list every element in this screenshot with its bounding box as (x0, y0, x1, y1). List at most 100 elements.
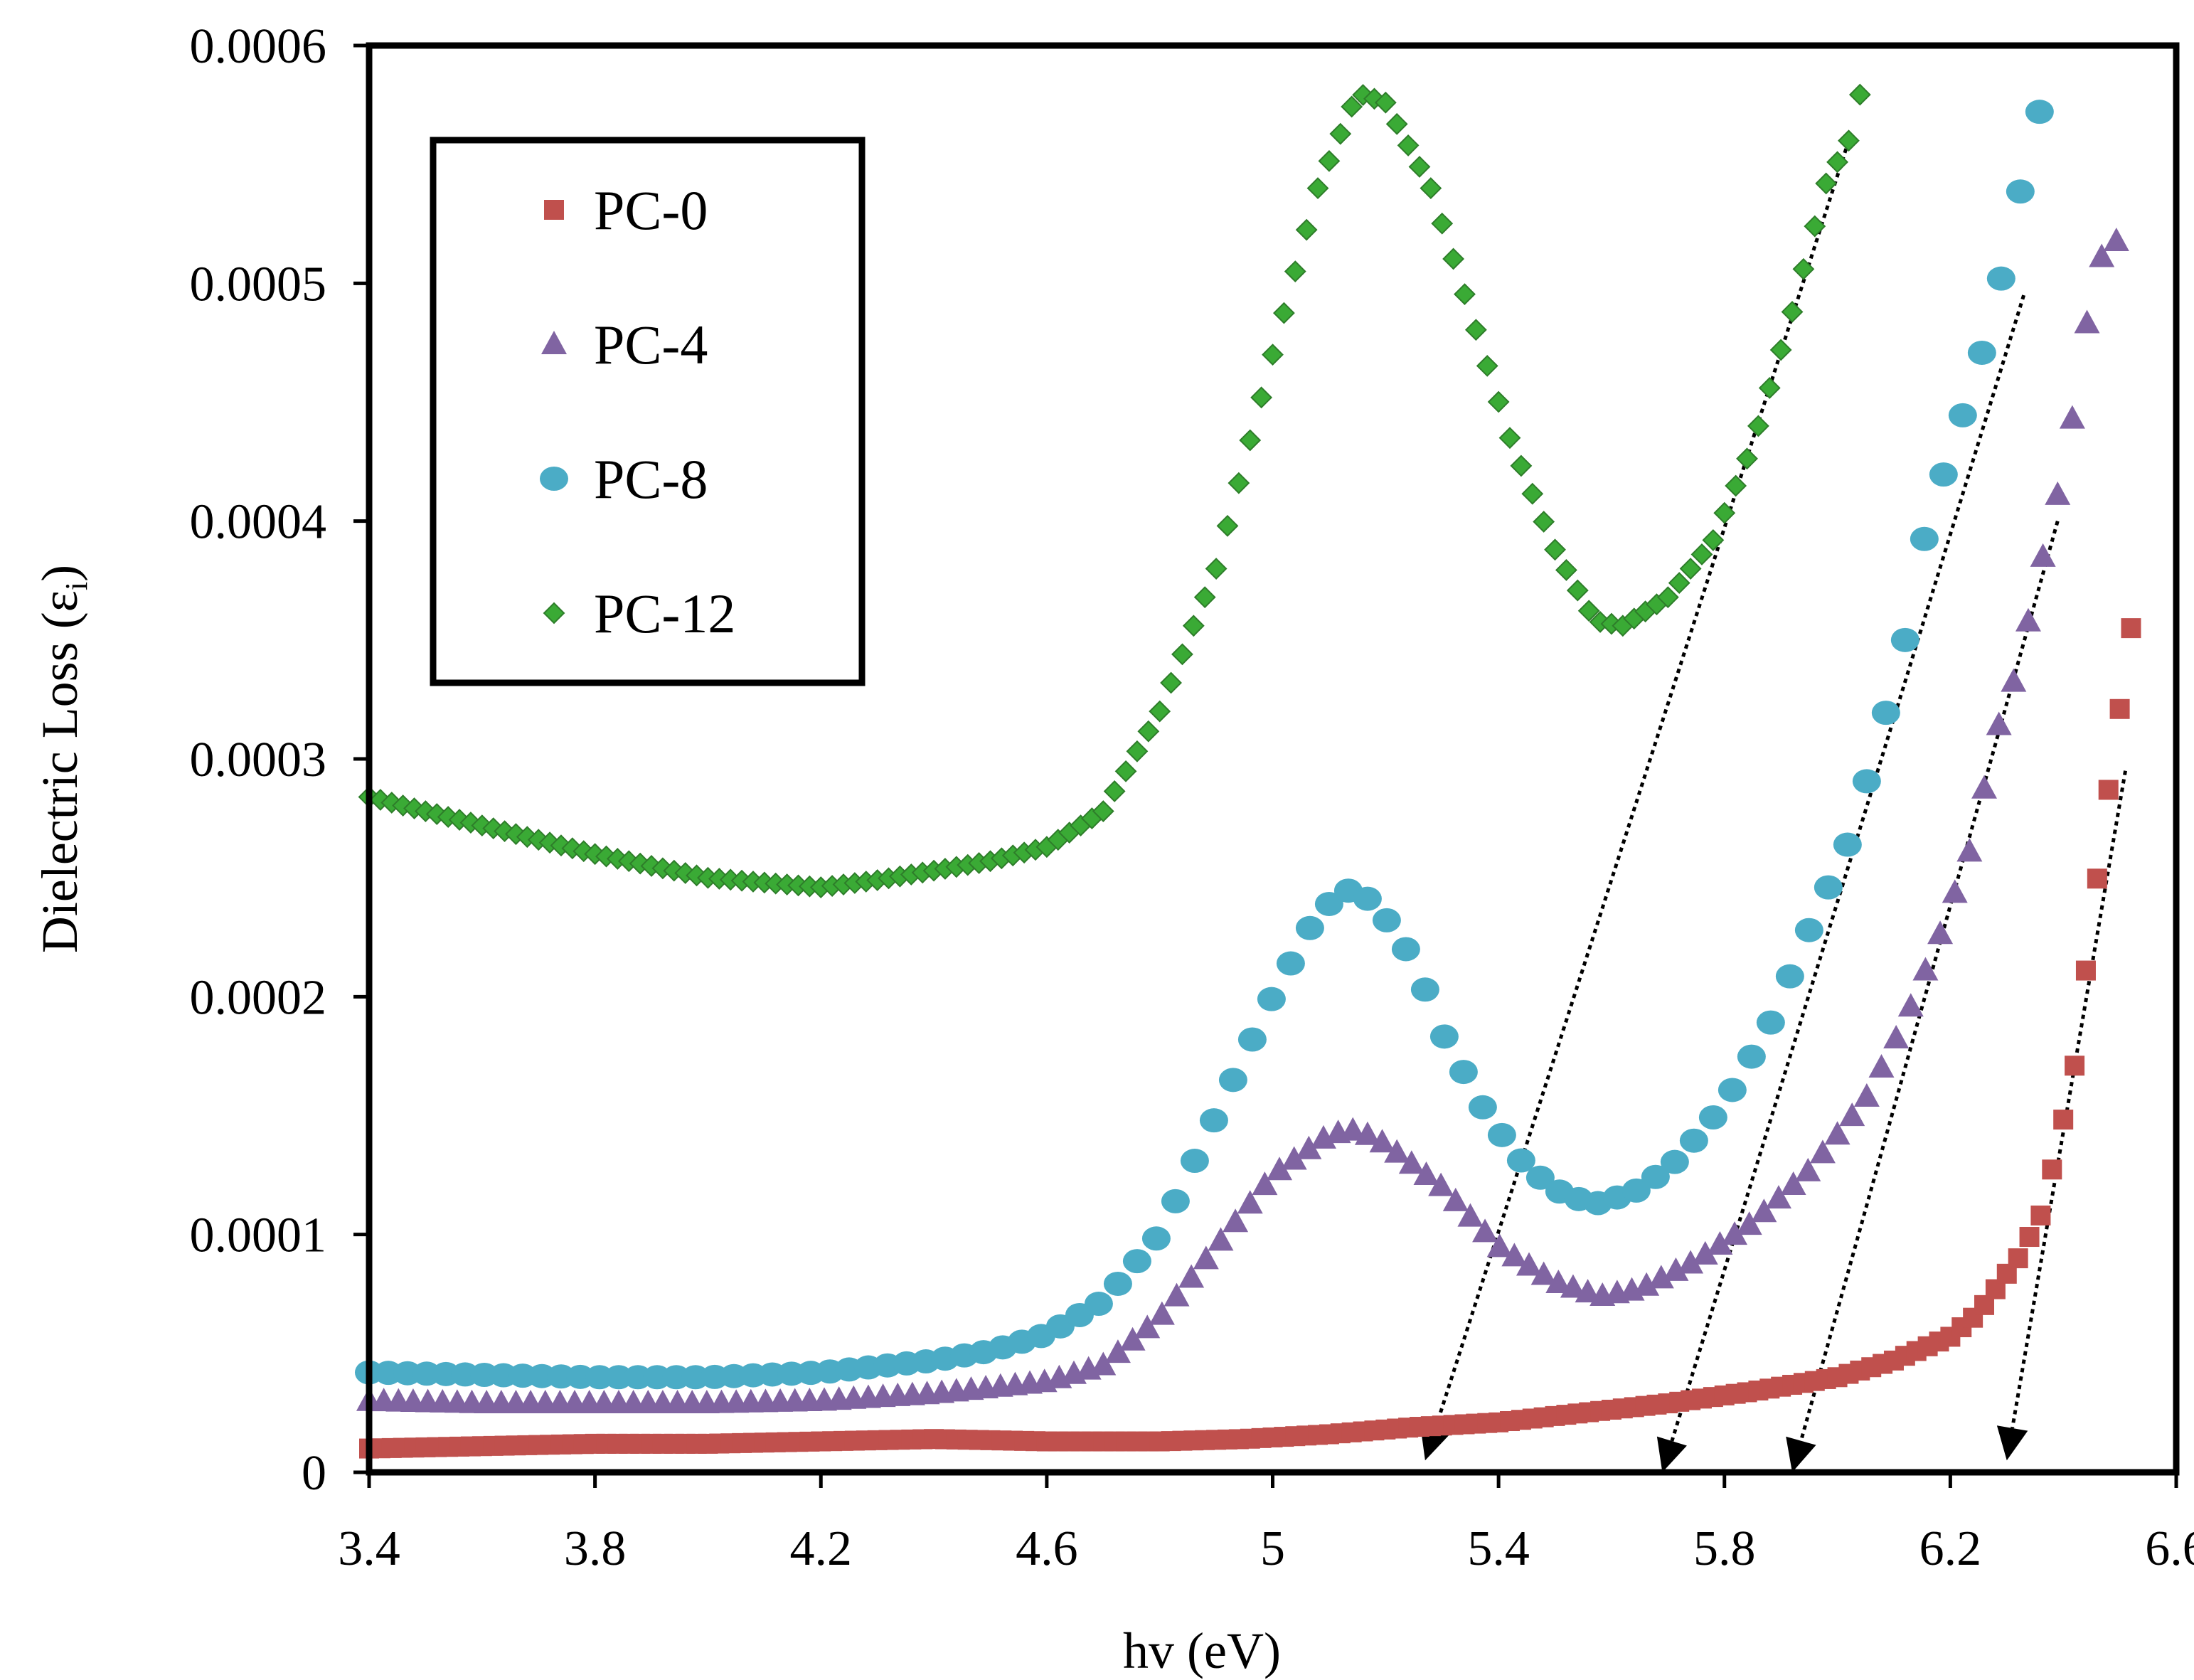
data-point (1119, 1327, 1146, 1351)
legend-marker (540, 467, 568, 491)
y-tick-label: 0.0001 (190, 1208, 327, 1263)
y-tick-label: 0.0005 (190, 257, 327, 312)
data-point (1464, 319, 1487, 341)
data-point (1180, 1149, 1209, 1174)
data-point (1149, 700, 1171, 723)
data-point (1702, 528, 1725, 551)
data-point (1725, 474, 1747, 497)
y-tick-label: 0.0002 (190, 970, 327, 1025)
data-point (1713, 501, 1736, 524)
data-point (1956, 838, 1983, 862)
data-point (1794, 918, 1823, 942)
data-point (1736, 1211, 1762, 1235)
data-point (1314, 891, 1343, 916)
data-point (1690, 543, 1713, 565)
x-tick-label: 4.2 (790, 1521, 853, 1576)
data-point (1679, 558, 1702, 580)
data-point (1410, 977, 1439, 1002)
legend-item-pc-4: PC-4 (541, 314, 708, 376)
data-point (1398, 1150, 1424, 1174)
data-point (1374, 91, 1397, 114)
data-point (1281, 1146, 1307, 1170)
data-point (1747, 415, 1769, 437)
data-point (1141, 1226, 1171, 1251)
legend-label: PC-4 (594, 314, 708, 376)
data-point (2045, 481, 2071, 505)
legend-label: PC-12 (594, 583, 735, 644)
data-point (1758, 377, 1781, 399)
data-point (1329, 122, 1352, 145)
data-point (1780, 1171, 1806, 1195)
y-axis-title: Dielectric Loss (εi) (31, 565, 94, 953)
data-point (2030, 543, 2056, 567)
data-point (1090, 1351, 1117, 1376)
data-point (1986, 711, 2012, 735)
data-point (1575, 1279, 1601, 1303)
data-point (1178, 1264, 1205, 1288)
data-point (1137, 720, 1160, 743)
data-point (1871, 701, 1900, 725)
data-point (1510, 454, 1533, 477)
series-pc-8 (355, 100, 2054, 1390)
data-point (1910, 526, 1939, 551)
data-point (1267, 1157, 1293, 1181)
annotation-arrow (1420, 139, 1850, 1461)
data-point (1756, 1010, 1785, 1035)
data-point (1250, 386, 1273, 409)
legend-box (430, 137, 866, 686)
data-point (2065, 1056, 2085, 1076)
data-point (1114, 760, 1137, 782)
data-point (2030, 1205, 2051, 1226)
data-point (2098, 780, 2119, 800)
data-point (2019, 1227, 2040, 1248)
data-point (1718, 1078, 1747, 1102)
data-point (2074, 309, 2100, 334)
data-point (2053, 1110, 2074, 1130)
data-point (1318, 149, 1341, 172)
data-point (1237, 1190, 1263, 1214)
data-point (1929, 462, 1958, 487)
data-point (2087, 868, 2107, 889)
data-point (1385, 112, 1408, 135)
x-tick-label: 5.4 (1467, 1521, 1530, 1576)
legend-item-pc-8: PC-8 (540, 448, 708, 510)
data-point (1795, 1157, 1821, 1181)
data-point (1678, 1250, 1704, 1274)
data-point (1942, 879, 1968, 903)
data-point (1486, 1233, 1513, 1258)
data-point (1533, 511, 1555, 533)
data-point (1826, 151, 1848, 174)
legend-items: PC-0 PC-4 PC-8 PC-12 (540, 179, 735, 644)
data-point (1660, 1149, 1689, 1174)
data-point (1804, 215, 1826, 238)
data-point (1868, 1053, 1895, 1078)
data-point (2025, 100, 2054, 124)
data-point (1737, 1044, 1766, 1069)
data-point (1848, 83, 1871, 106)
data-point (1506, 1148, 1535, 1173)
data-point (1839, 1102, 1865, 1127)
legend-marker (541, 331, 567, 354)
x-tick-label: 6.2 (1919, 1521, 1982, 1576)
data-point (1295, 218, 1318, 241)
data-point (1353, 886, 1382, 911)
y-axis-title-close: ) (31, 565, 88, 582)
data-point (1577, 600, 1600, 622)
x-tick-label: 6.6 (2145, 1521, 2194, 1576)
data-point (1208, 1227, 1234, 1251)
data-point (1306, 177, 1329, 200)
series-pc-4 (356, 228, 2129, 1414)
data-point (1171, 643, 1193, 666)
data-points (355, 83, 2141, 1459)
data-point (1641, 1164, 1670, 1189)
data-point (1340, 1117, 1366, 1141)
data-point (1707, 1230, 1733, 1255)
data-point (1126, 740, 1149, 762)
annotation-arrow (1786, 520, 2060, 1472)
data-point (1634, 1272, 1660, 1296)
data-point (2121, 618, 2141, 639)
data-point (1852, 769, 1881, 794)
legend-marker (544, 200, 564, 220)
data-point (1228, 472, 1250, 494)
